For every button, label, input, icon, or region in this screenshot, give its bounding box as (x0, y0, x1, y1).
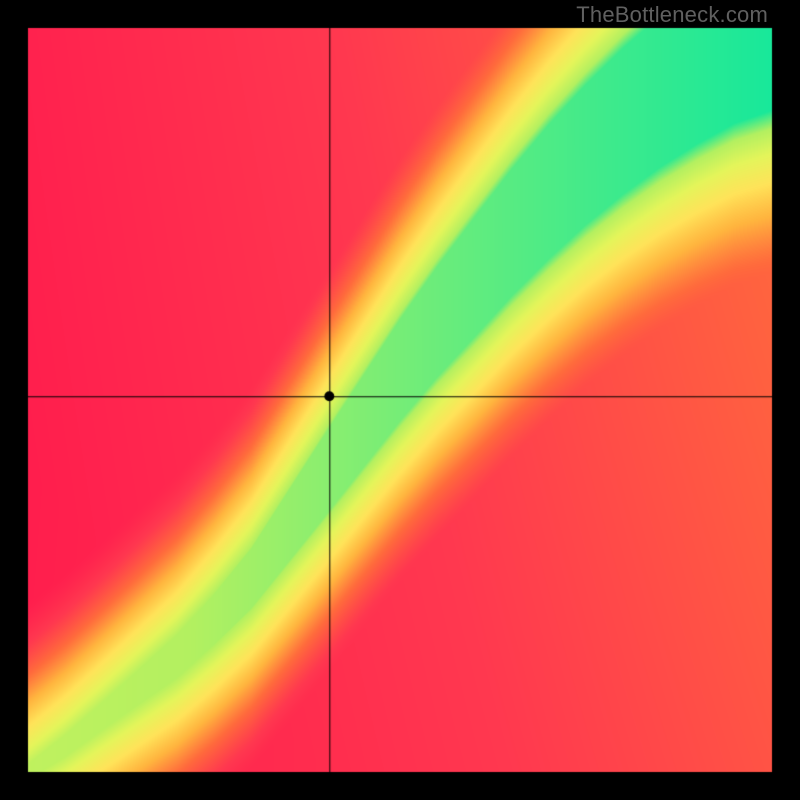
heatmap-canvas (0, 0, 800, 800)
chart-container: TheBottleneck.com (0, 0, 800, 800)
watermark-text: TheBottleneck.com (576, 2, 768, 28)
